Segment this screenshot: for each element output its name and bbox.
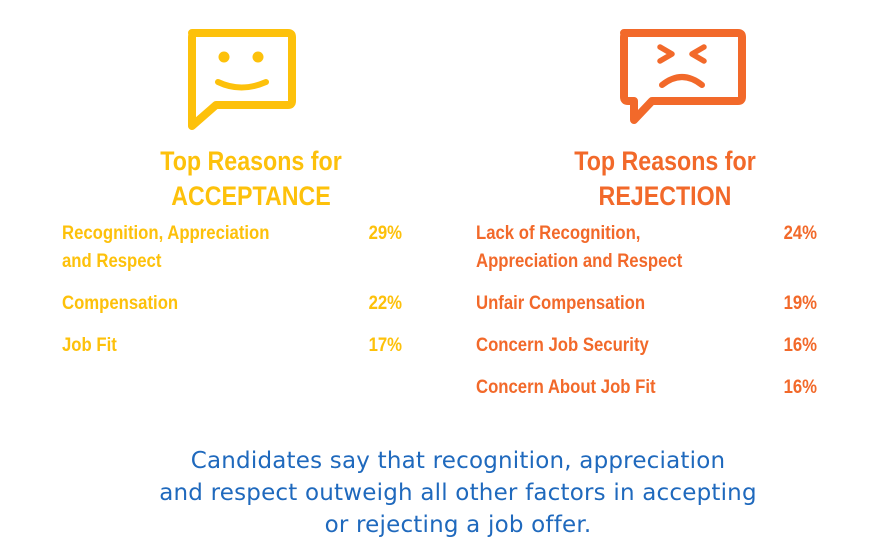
summary-text: Candidates say that recognition, appreci… xyxy=(100,445,816,541)
reason-percent: 29% xyxy=(368,223,402,244)
rejection-reasons-list: Lack of Recognition, Appreciation and Re… xyxy=(476,220,817,410)
reason-label: Lack of Recognition, Appreciation and Re… xyxy=(476,223,683,272)
acceptance-heading: Top Reasons for ACCEPTANCE xyxy=(138,144,363,214)
reason-label: Concern Job Security xyxy=(476,335,649,356)
reason-label: Compensation xyxy=(62,293,179,314)
rejection-heading-line2: REJECTION xyxy=(598,181,732,211)
summary-line: or rejecting a job offer. xyxy=(324,512,592,538)
acceptance-reasons-list: Recognition, Appreciation and Respect 29… xyxy=(62,220,402,370)
reason-percent: 19% xyxy=(783,293,817,314)
rejection-heading: Top Reasons for REJECTION xyxy=(552,144,777,214)
angry-face-speech-bubble-icon xyxy=(618,27,748,127)
summary-line: and respect outweigh all other factors i… xyxy=(159,480,757,506)
happy-face-speech-bubble-icon xyxy=(182,27,298,133)
reason-label: Concern About Job Fit xyxy=(476,377,656,398)
reason-label: Unfair Compensation xyxy=(476,293,646,314)
reason-percent: 16% xyxy=(783,335,817,356)
acceptance-heading-line1: Top Reasons for xyxy=(160,146,342,176)
reason-percent: 17% xyxy=(368,335,402,356)
reason-label: Job Fit xyxy=(62,335,117,356)
summary-line: Candidates say that recognition, appreci… xyxy=(190,448,726,474)
reason-label: Recognition, Appreciation and Respect xyxy=(62,223,270,272)
reason-percent: 16% xyxy=(783,377,817,398)
reason-percent: 24% xyxy=(783,223,817,244)
acceptance-heading-line2: ACCEPTANCE xyxy=(171,181,331,211)
rejection-heading-line1: Top Reasons for xyxy=(574,146,756,176)
reason-percent: 22% xyxy=(368,293,402,314)
